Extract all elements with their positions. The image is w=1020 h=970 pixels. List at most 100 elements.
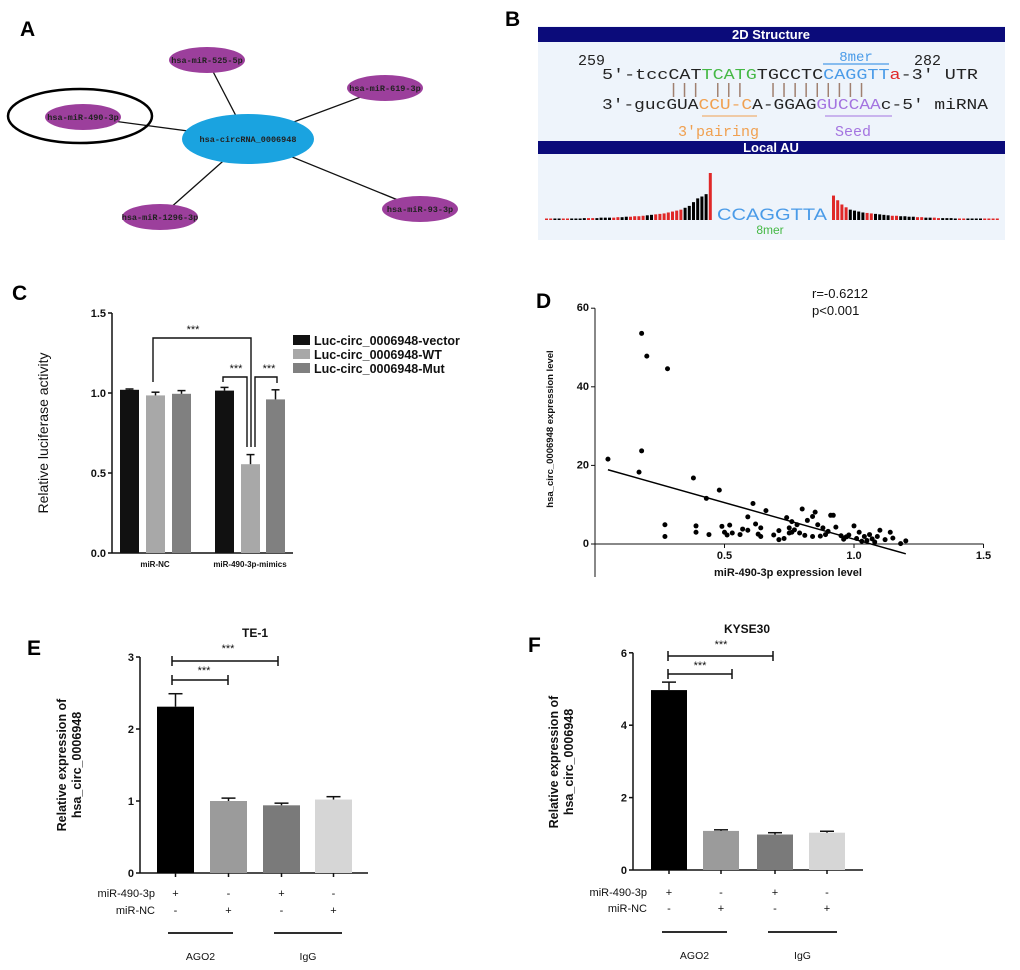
- network-diagram: hsa-circRNA_0006948 hsa-miR-525-5p hsa-miR…: [6, 47, 458, 230]
- data-point: [776, 537, 782, 543]
- au-bar: [844, 207, 848, 220]
- bar: [172, 393, 191, 553]
- significance-label: ***: [694, 660, 708, 672]
- y-tick-label: 4: [621, 720, 628, 732]
- data-point: [797, 530, 803, 536]
- bar: [651, 690, 687, 870]
- y-tick-label: 6: [621, 648, 627, 660]
- condition-row-label: miR-NC: [608, 903, 647, 915]
- condition-mark: -: [227, 888, 231, 900]
- bar: [157, 706, 194, 873]
- au-bar: [857, 211, 861, 220]
- significance-label: ***: [230, 363, 244, 375]
- y-tick-label: 0.5: [91, 468, 106, 480]
- condition-mark: -: [773, 903, 777, 915]
- mirna-node: [347, 75, 423, 101]
- y-tick-label: 2: [128, 724, 134, 736]
- data-point: [665, 366, 671, 372]
- au-bar: [949, 218, 953, 220]
- au-bar: [832, 195, 835, 220]
- data-point: [887, 529, 893, 535]
- data-point: [737, 532, 743, 538]
- bar: [703, 830, 739, 870]
- y-axis-label: Relative expression of: [55, 698, 69, 832]
- pairing-label: 3'pairing: [678, 124, 759, 141]
- au-bar: [645, 215, 649, 220]
- data-point: [644, 353, 650, 359]
- au-bar: [903, 216, 907, 220]
- binding-structure-panel: 2D Structure 259 8mer 282 5'-tccCAT TCATG…: [538, 26, 1005, 240]
- rip-te1-bar-chart: 0 1 2 3 TE-1 Relative expression of hsa_circ_0…: [55, 626, 368, 963]
- significance-label: ***: [187, 324, 201, 336]
- data-point: [802, 532, 808, 538]
- au-bar: [587, 218, 590, 220]
- start-position: 259: [578, 53, 605, 70]
- data-point: [745, 514, 751, 520]
- au-bar: [603, 217, 607, 220]
- au-bar: [848, 209, 852, 220]
- au-bar: [666, 212, 670, 220]
- au-bar: [899, 216, 903, 220]
- au-bar: [679, 209, 683, 220]
- au-bar: [624, 216, 628, 220]
- bar: [757, 834, 793, 870]
- correlation-scatter-plot: 0 20 40 60 0.5 1.0 1.5 miR-490-3p expression le…: [545, 286, 991, 579]
- au-bar: [895, 215, 898, 220]
- data-point: [804, 517, 810, 523]
- condition-row-label: miR-NC: [116, 905, 155, 917]
- au-bar: [966, 218, 970, 220]
- structure-header: 2D Structure: [732, 27, 810, 42]
- au-bar: [692, 202, 695, 220]
- data-point: [812, 509, 818, 515]
- au-bar: [549, 218, 553, 220]
- local-au-header-bar: [538, 141, 1005, 154]
- au-bar: [869, 213, 873, 220]
- au-bar: [983, 218, 987, 220]
- y-tick-label: 1.0: [91, 388, 106, 400]
- au-bar: [696, 198, 700, 220]
- mirna-node-label: hsa-miR-490-3p: [47, 113, 118, 123]
- group-label: IgG: [300, 951, 317, 963]
- au-bar: [878, 214, 882, 220]
- condition-row-label: miR-490-3p: [98, 888, 155, 900]
- data-point: [903, 538, 909, 544]
- au-bar: [700, 196, 704, 220]
- au-bar: [991, 218, 995, 220]
- au-bar: [658, 213, 662, 220]
- panel-label-c: C: [12, 282, 27, 305]
- data-point: [740, 526, 746, 532]
- panel-label-e: E: [27, 637, 41, 660]
- group-label: AGO2: [680, 950, 709, 962]
- au-bar: [633, 216, 637, 220]
- au-bar: [612, 217, 616, 220]
- site-sequence-type: 8mer: [756, 223, 783, 237]
- y-tick-label: 0: [128, 868, 134, 880]
- data-point: [784, 515, 790, 521]
- au-bar: [962, 218, 966, 220]
- y-axis-label: hsa_circ_0006948 expression level: [545, 350, 556, 507]
- y-axis-label: Relative expression of: [547, 695, 561, 829]
- rip-kyse30-bar-chart: 0 2 4 6 KYSE30 Relative expression of hsa_circ…: [547, 622, 863, 962]
- y-tick-label: 1: [128, 796, 134, 808]
- au-bar: [920, 217, 924, 220]
- au-bar: [874, 213, 877, 220]
- utr-seg-5: a: [890, 67, 901, 84]
- au-bar: [890, 215, 894, 220]
- au-bar: [970, 218, 974, 220]
- data-point: [846, 532, 852, 538]
- site-type-label: 8mer: [839, 50, 873, 66]
- data-point: [719, 523, 725, 529]
- condition-mark: +: [172, 888, 178, 900]
- utr-seg-4: CAGGTT: [823, 67, 889, 84]
- au-bar: [561, 218, 565, 220]
- au-bar: [595, 218, 599, 220]
- data-point: [786, 525, 792, 531]
- utr-seg-6: -3' UTR: [901, 67, 978, 84]
- data-point: [758, 534, 764, 540]
- au-bar: [557, 218, 561, 220]
- au-bar: [566, 218, 569, 220]
- y-tick-label: 0: [621, 865, 627, 877]
- data-point: [817, 533, 823, 539]
- au-bar: [683, 207, 687, 220]
- data-point: [693, 529, 699, 535]
